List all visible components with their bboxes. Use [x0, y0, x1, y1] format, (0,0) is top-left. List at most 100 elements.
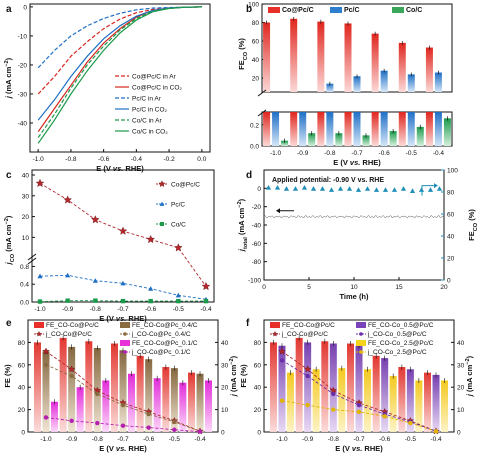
y-tick-label-d-left: -60: [252, 241, 262, 248]
bar-b-low: [416, 126, 424, 146]
legend-marker-f: [359, 332, 363, 336]
legend-marker-c: [158, 180, 166, 188]
y-tick-label-right-f: 30: [457, 362, 465, 369]
bar-b-low: [434, 112, 442, 146]
marker-star-c: [91, 215, 100, 224]
series-line-a-0: [37, 6, 202, 95]
legend-swatch-b: [392, 7, 404, 13]
series-line-a-2: [37, 6, 202, 69]
bar-e: [205, 380, 213, 432]
fe-marker-d: [292, 186, 299, 191]
fe-marker-d: [400, 186, 407, 191]
j-marker-e: [67, 365, 76, 373]
bar-b: [434, 72, 442, 92]
x-tick-label-f: -0.4: [430, 436, 442, 443]
bar-f: [381, 358, 389, 432]
j-total-trace-d: [263, 215, 445, 219]
legend-label-f: j_CO-Co_0.5@Pc/C: [367, 331, 427, 338]
bar-b-low: [335, 133, 343, 146]
bar-e: [68, 346, 76, 432]
y-tick-label-e: 20: [18, 407, 26, 414]
x-tick-label-c: -0.4: [200, 306, 212, 313]
x-tick-label-c: -0.8: [90, 306, 102, 313]
x-tick-label-d: 5: [307, 284, 311, 291]
marker-star-c: [35, 178, 45, 188]
y-tick-label-b: 0.0: [250, 144, 259, 151]
x-tick-label-f: -0.8: [328, 436, 340, 443]
fe-marker-d: [436, 186, 443, 191]
y-tick-label-f: 40: [254, 385, 262, 392]
y-tick-label-d-right: 60: [447, 212, 455, 219]
j-marker-e: [172, 427, 177, 432]
j-marker-f: [356, 402, 362, 408]
legend-swatch-f: [356, 322, 366, 328]
marker-square-c: [203, 298, 209, 304]
j-marker-f: [382, 414, 387, 419]
j-marker-f: [305, 402, 310, 408]
marker-triangle-c: [175, 292, 181, 298]
x-tick-label-c: -0.9: [62, 306, 74, 313]
j-marker-e: [69, 418, 74, 423]
bar-b-low: [344, 112, 352, 146]
marker-square-c: [120, 298, 126, 304]
legend-label-a: Co@Pc/C in CO₂: [132, 85, 182, 92]
legend-swatch-b: [330, 7, 342, 13]
bar-f: [286, 372, 294, 432]
y-tick-label-d-right: 40: [447, 234, 455, 241]
x-tick-label-b: -0.5: [406, 150, 418, 157]
bar-e: [42, 351, 50, 432]
legend-marker-c: [160, 222, 164, 226]
marker-triangle-c: [37, 273, 43, 279]
fe-marker-d: [373, 187, 380, 192]
j-marker-e: [146, 425, 151, 430]
x-tick-label-e: -0.8: [92, 436, 104, 443]
y-tick-label-right-f: 0: [457, 430, 461, 437]
bar-b-low: [443, 118, 451, 146]
bar-e: [59, 337, 67, 432]
j-marker-f: [279, 358, 285, 363]
legend-swatch-b: [268, 7, 280, 13]
panel-letter-f: f: [246, 318, 250, 329]
bar-b: [344, 23, 352, 93]
y-tick-label-d-right: 100: [447, 168, 458, 175]
marker-square-c: [93, 298, 98, 303]
x-tick-label-b: -0.9: [297, 150, 309, 157]
legend-label-a: Co/C in Ar: [132, 118, 162, 125]
x-tick-label-c: -0.7: [117, 306, 129, 313]
j-marker-e: [120, 402, 126, 408]
bar-b: [353, 76, 361, 92]
arrowhead-left-d: [276, 208, 280, 214]
y-tick-label-b: 20: [252, 76, 260, 83]
j-marker-f: [356, 409, 362, 415]
y-tick-label-d-left: -40: [252, 223, 262, 230]
bar-f: [312, 369, 320, 432]
bar-b: [371, 33, 379, 92]
marker-triangle-c: [65, 272, 71, 278]
fe-marker-d: [346, 186, 353, 191]
bar-e: [50, 401, 58, 432]
y-tick-label-right-f: 20: [457, 385, 465, 392]
marker-square-c: [37, 299, 43, 304]
bar-e: [153, 378, 161, 432]
bar-b: [263, 22, 271, 93]
x-tick-label-c: -0.5: [173, 306, 185, 313]
bar-e: [170, 368, 178, 432]
bar-f: [355, 345, 363, 432]
bar-f: [269, 342, 277, 432]
bar-b-low: [326, 112, 334, 146]
bar-b: [317, 21, 325, 93]
x-tick-label-e: -0.4: [194, 436, 206, 443]
y-tick-label-e: 60: [18, 362, 26, 369]
marker-star-c: [118, 226, 128, 235]
x-tick-label-b: -0.7: [351, 150, 363, 157]
y-tick-label-f: 0: [257, 430, 261, 437]
legend-label-f: FE_CO-Co_2.5@Pc/C: [368, 340, 434, 347]
arrow-right-d: [421, 185, 436, 196]
bar-b-low: [317, 112, 325, 146]
bar-b-low: [290, 112, 298, 146]
legend-label-e: FE_CO-Co@Pc_0.4/C: [132, 322, 198, 329]
y-tick-label-right-e: 30: [221, 362, 229, 369]
bar-e: [102, 380, 110, 432]
bar-b-low: [380, 112, 388, 146]
